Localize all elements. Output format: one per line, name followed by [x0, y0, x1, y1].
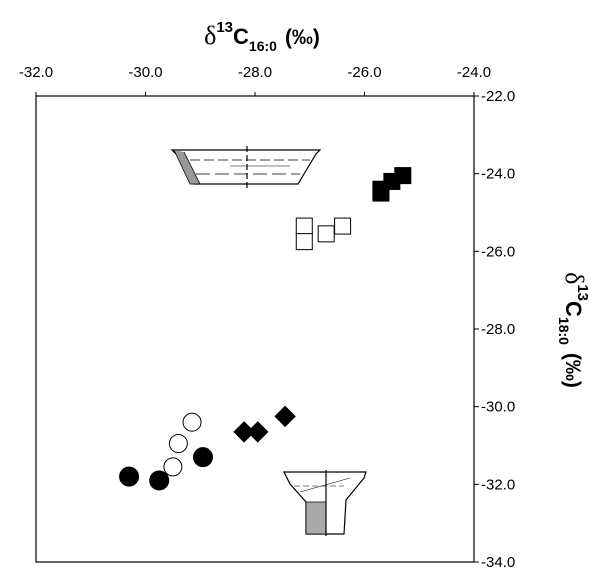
tick-layer: -32.0 -30.0 -28.0 -26.0 -24.0 -22.0 -24.0 -26.0…: [19, 64, 515, 568]
footed-cup-vessel-drawing: [283, 470, 367, 536]
y-tick-label: -26.0: [481, 243, 515, 260]
x-tick-label: -30.0: [128, 64, 162, 81]
x-axis-title-main: C: [233, 24, 249, 49]
filled-diamond-point: [247, 421, 269, 443]
y-axis-title-delta: δ: [560, 272, 589, 284]
y-tick-label: -24.0: [481, 166, 515, 183]
filled-square-point: [372, 180, 390, 198]
x-tick-label: -26.0: [347, 64, 381, 81]
x-axis-title-sup: 13: [216, 19, 233, 36]
x-axis-title-delta: δ: [204, 21, 216, 50]
y-tick-label: -32.0: [481, 476, 515, 493]
filled-diamond-point: [274, 405, 296, 428]
x-tick-label: -28.0: [238, 64, 272, 81]
open-square-point: [295, 217, 313, 235]
open-circle-point: [163, 457, 183, 477]
open-square-point: [334, 217, 352, 235]
points-layer: [119, 167, 412, 491]
y-axis-title-sub: 18:0: [556, 317, 572, 345]
open-square-point: [317, 225, 335, 243]
y-tick-label: -28.0: [481, 321, 515, 338]
x-tick-label: -32.0: [19, 64, 53, 81]
filled-circle-point: [149, 470, 170, 491]
filled-circle-point: [192, 447, 213, 468]
y-axis-title-main: C: [561, 301, 586, 317]
filled-square-point: [394, 167, 412, 185]
bowl-vessel-drawing: [170, 146, 322, 188]
x-axis-title: δ13C16:0 (‰): [204, 19, 320, 54]
x-axis-title-sub: 16:0: [249, 38, 277, 54]
y-tick-label: -22.0: [481, 88, 515, 105]
x-axis-title-unit: (‰): [285, 26, 320, 49]
open-square-point: [295, 233, 313, 251]
y-axis-title-unit: (‰): [561, 353, 584, 388]
x-tick-label: -24.0: [457, 64, 491, 81]
y-axis-title: δ13C18:0 (‰): [556, 272, 589, 388]
open-circle-point: [168, 434, 188, 454]
open-circle-point: [182, 412, 202, 432]
y-tick-label: -30.0: [481, 399, 515, 416]
y-axis-title-sup: 13: [574, 284, 589, 301]
y-tick-label: -34.0: [481, 554, 515, 568]
filled-circle-point: [119, 466, 140, 487]
